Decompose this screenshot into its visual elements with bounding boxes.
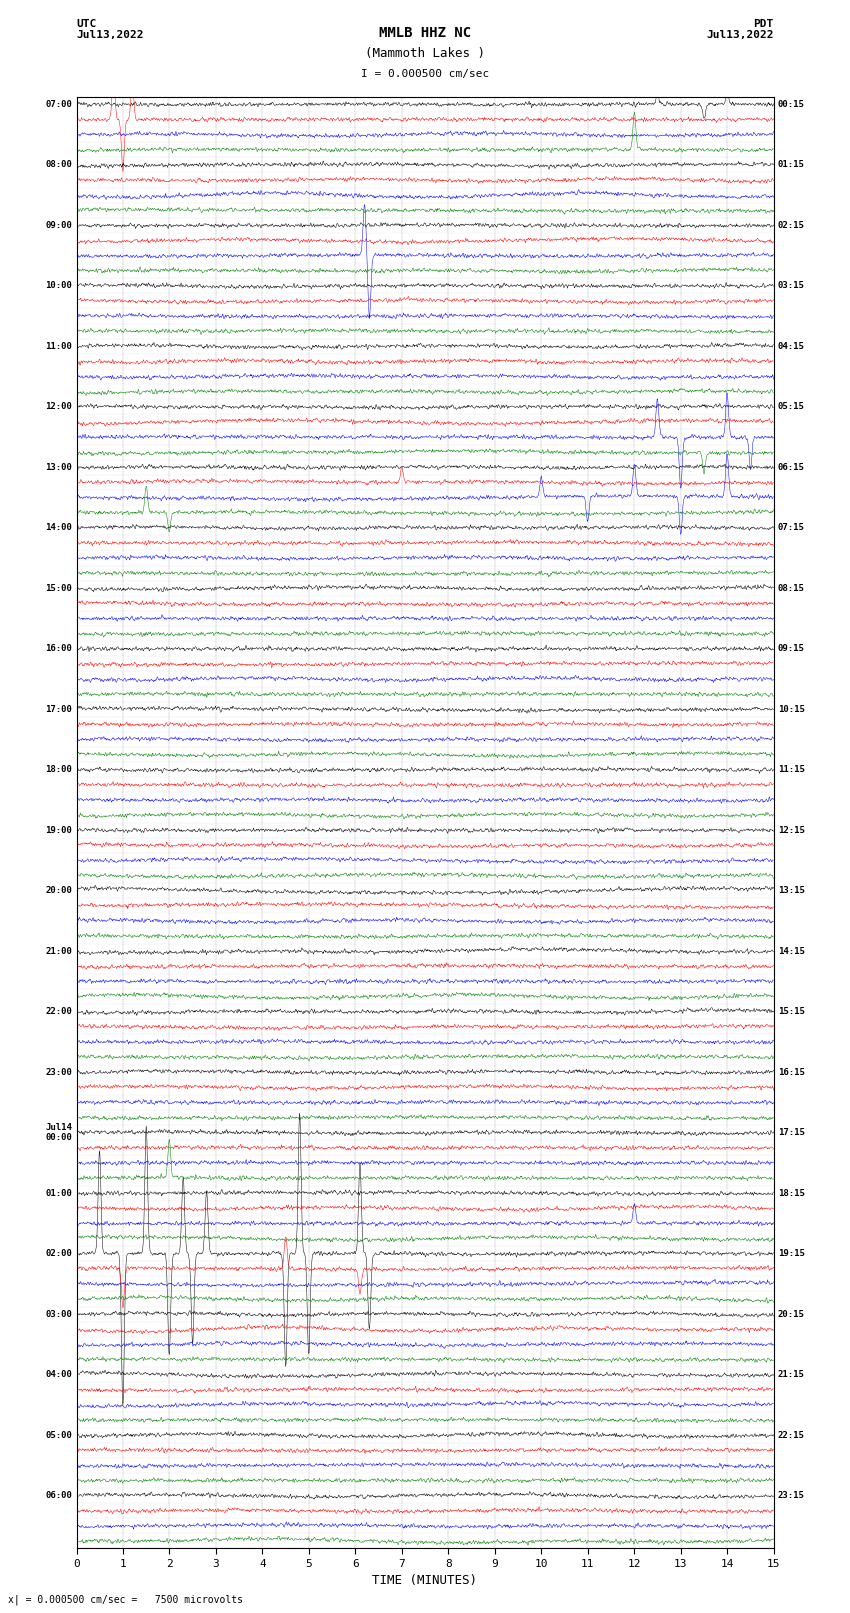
Text: 23:00: 23:00 [45, 1068, 72, 1076]
Text: 03:15: 03:15 [778, 281, 805, 290]
Text: 15:00: 15:00 [45, 584, 72, 592]
Text: 18:00: 18:00 [45, 765, 72, 774]
Text: PDT
Jul13,2022: PDT Jul13,2022 [706, 19, 774, 40]
Text: 21:15: 21:15 [778, 1369, 805, 1379]
Text: 20:00: 20:00 [45, 886, 72, 895]
Text: 15:15: 15:15 [778, 1007, 805, 1016]
Text: 01:00: 01:00 [45, 1189, 72, 1197]
Text: 06:15: 06:15 [778, 463, 805, 471]
Text: 10:15: 10:15 [778, 705, 805, 713]
Text: 17:00: 17:00 [45, 705, 72, 713]
Text: 13:15: 13:15 [778, 886, 805, 895]
Text: MMLB HHZ NC: MMLB HHZ NC [379, 26, 471, 40]
Text: 14:15: 14:15 [778, 947, 805, 955]
Text: 05:00: 05:00 [45, 1431, 72, 1439]
Text: 18:15: 18:15 [778, 1189, 805, 1197]
Text: 12:00: 12:00 [45, 402, 72, 411]
Text: 02:15: 02:15 [778, 221, 805, 229]
Text: UTC
Jul13,2022: UTC Jul13,2022 [76, 19, 144, 40]
Text: 13:00: 13:00 [45, 463, 72, 471]
Text: 04:00: 04:00 [45, 1369, 72, 1379]
Text: 16:00: 16:00 [45, 644, 72, 653]
Text: 20:15: 20:15 [778, 1310, 805, 1318]
Text: 22:15: 22:15 [778, 1431, 805, 1439]
Text: 14:00: 14:00 [45, 523, 72, 532]
Text: 05:15: 05:15 [778, 402, 805, 411]
Text: 10:00: 10:00 [45, 281, 72, 290]
Text: 07:15: 07:15 [778, 523, 805, 532]
Text: 22:00: 22:00 [45, 1007, 72, 1016]
Text: 11:15: 11:15 [778, 765, 805, 774]
Text: 17:15: 17:15 [778, 1127, 805, 1137]
Text: (Mammoth Lakes ): (Mammoth Lakes ) [365, 47, 485, 60]
Text: 00:15: 00:15 [778, 100, 805, 108]
Text: 07:00: 07:00 [45, 100, 72, 108]
Text: 16:15: 16:15 [778, 1068, 805, 1076]
Text: 09:15: 09:15 [778, 644, 805, 653]
Text: 11:00: 11:00 [45, 342, 72, 350]
Text: 03:00: 03:00 [45, 1310, 72, 1318]
X-axis label: TIME (MINUTES): TIME (MINUTES) [372, 1574, 478, 1587]
Text: 21:00: 21:00 [45, 947, 72, 955]
Text: 19:00: 19:00 [45, 826, 72, 834]
Text: 19:15: 19:15 [778, 1248, 805, 1258]
Text: 12:15: 12:15 [778, 826, 805, 834]
Text: 08:00: 08:00 [45, 160, 72, 169]
Text: 08:15: 08:15 [778, 584, 805, 592]
Text: Jul14
00:00: Jul14 00:00 [45, 1123, 72, 1142]
Text: I = 0.000500 cm/sec: I = 0.000500 cm/sec [361, 69, 489, 79]
Text: 23:15: 23:15 [778, 1490, 805, 1500]
Text: 06:00: 06:00 [45, 1490, 72, 1500]
Text: 01:15: 01:15 [778, 160, 805, 169]
Text: 04:15: 04:15 [778, 342, 805, 350]
Text: 02:00: 02:00 [45, 1248, 72, 1258]
Text: 09:00: 09:00 [45, 221, 72, 229]
Text: x| = 0.000500 cm/sec =   7500 microvolts: x| = 0.000500 cm/sec = 7500 microvolts [8, 1594, 243, 1605]
